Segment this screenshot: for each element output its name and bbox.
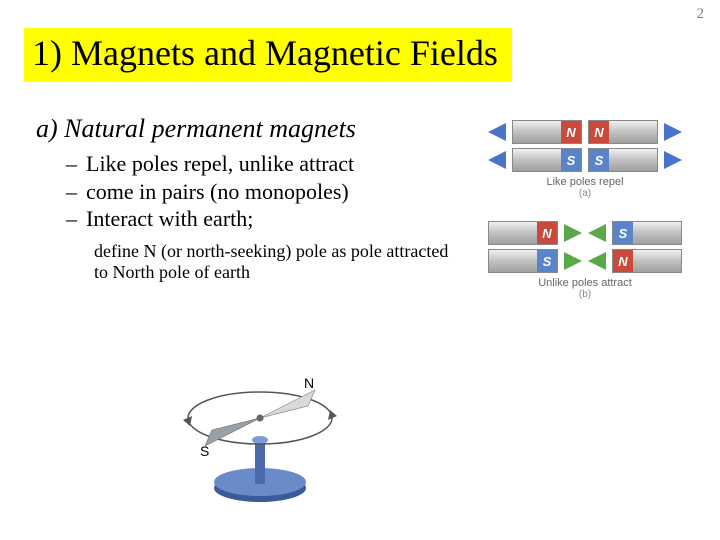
magnet-bar: N — [588, 120, 658, 144]
arrow-left-icon — [588, 252, 606, 270]
arrow-left-icon — [488, 123, 506, 141]
arrow-left-icon — [588, 224, 606, 242]
pole-label-s: S — [561, 149, 581, 171]
attract-subletter: (b) — [480, 289, 690, 300]
pole-label-n: N — [537, 222, 557, 244]
arrow-right-icon — [664, 123, 682, 141]
bullet-list: –Like poles repel, unlike attract –come … — [66, 150, 466, 233]
sub-definition: define N (or north-seeking) pole as pole… — [94, 241, 454, 284]
pole-label-s: S — [589, 149, 609, 171]
attract-caption: Unlike poles attract — [480, 277, 690, 289]
compass-n-label: N — [304, 375, 314, 391]
arrow-right-icon — [664, 151, 682, 169]
repel-diagram: N N S S Like poles repel (a) — [480, 120, 690, 199]
bullet-item: –Like poles repel, unlike attract — [66, 150, 466, 178]
magnet-bar: S — [612, 221, 682, 245]
bullet-item: –Interact with earth; — [66, 205, 466, 233]
magnet-bar: N — [612, 249, 682, 273]
title-bar: 1) Magnets and Magnetic Fields — [24, 28, 512, 82]
bullet-item: –come in pairs (no monopoles) — [66, 178, 466, 206]
subheading: a) Natural permanent magnets — [36, 114, 466, 144]
attract-diagram: N S S N Unlike poles attract (b) — [480, 221, 690, 300]
compass-s-label: S — [200, 443, 209, 459]
content-block: a) Natural permanent magnets –Like poles… — [36, 114, 466, 284]
pole-label-s: S — [613, 222, 633, 244]
page-number: 2 — [697, 6, 705, 23]
magnet-row-sn: S N — [480, 249, 690, 273]
magnet-diagrams: N N S S Like poles repel (a) N — [480, 120, 690, 322]
bullet-text: Interact with earth; — [86, 205, 253, 233]
magnet-row-ns: N S — [480, 221, 690, 245]
arrow-right-icon — [564, 252, 582, 270]
magnet-bar: S — [512, 148, 582, 172]
repel-caption: Like poles repel — [480, 176, 690, 188]
arrow-left-icon — [488, 151, 506, 169]
slide-title: 1) Magnets and Magnetic Fields — [32, 33, 498, 73]
bullet-text: come in pairs (no monopoles) — [86, 178, 349, 206]
compass-icon: N S — [170, 350, 350, 510]
magnet-row-nn: N N — [480, 120, 690, 144]
pole-label-n: N — [613, 250, 633, 272]
pole-label-n: N — [561, 121, 581, 143]
compass-diagram: N S — [170, 350, 350, 510]
bullet-text: Like poles repel, unlike attract — [86, 150, 354, 178]
magnet-bar: N — [488, 221, 558, 245]
magnet-row-ss: S S — [480, 148, 690, 172]
arrow-right-icon — [564, 224, 582, 242]
pole-label-n: N — [589, 121, 609, 143]
magnet-bar: S — [588, 148, 658, 172]
magnet-bar: S — [488, 249, 558, 273]
pole-label-s: S — [537, 250, 557, 272]
repel-subletter: (a) — [480, 188, 690, 199]
magnet-bar: N — [512, 120, 582, 144]
